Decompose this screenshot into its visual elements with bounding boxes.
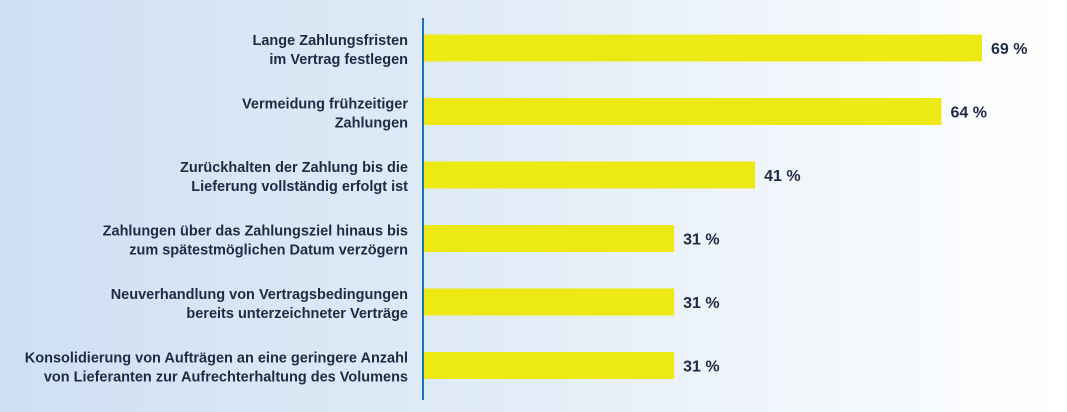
value-label-4: 31 % <box>683 232 719 249</box>
category-label-line: im Vertrag festlegen <box>269 52 408 68</box>
bar-5 <box>423 288 675 316</box>
bar-4 <box>423 225 675 252</box>
category-label-line: Lieferung vollständig erfolgt ist <box>191 179 408 195</box>
category-label-line: Konsolidierung von Aufträgen an eine ger… <box>25 351 408 367</box>
value-label-3: 41 % <box>764 168 800 185</box>
category-label-1: Lange Zahlungsfristen im Vertrag festlege… <box>253 33 409 68</box>
category-label-line: Lange Zahlungsfristen <box>253 33 409 49</box>
category-label-2: Vermeidung frühzeitiger Zahlungen <box>242 97 408 132</box>
category-label-line: Zurückhalten der Zahlung bis die <box>180 160 408 176</box>
bars-layer <box>423 34 982 379</box>
value-label-5: 31 % <box>683 295 719 312</box>
bar-3 <box>423 161 756 189</box>
category-label-4: Zahlungen über das Zahlungsziel hinaus b… <box>103 224 408 259</box>
category-label-line: Zahlungen über das Zahlungsziel hinaus b… <box>103 224 408 240</box>
category-label-5: Neuverhandlung von Vertragsbedingungen be… <box>111 287 408 322</box>
category-label-line: Zahlungen <box>335 116 408 132</box>
category-label-line: zum spätestmöglichen Datum verzögern <box>129 243 408 259</box>
value-label-1: 69 % <box>991 41 1027 58</box>
bar-1 <box>423 34 982 62</box>
value-labels: 69 % 64 % 41 % 31 % 31 % 31 % <box>683 41 1027 376</box>
category-label-6: Konsolidierung von Aufträgen an eine ger… <box>25 351 408 386</box>
category-label-line: von Lieferanten zur Aufrechterhaltung de… <box>44 370 408 386</box>
category-labels: Lange Zahlungsfristen im Vertrag festlege… <box>25 33 409 386</box>
bar-6 <box>423 352 675 379</box>
category-label-line: Neuverhandlung von Vertragsbedingungen <box>111 287 408 303</box>
value-label-6: 31 % <box>683 359 719 376</box>
category-label-line: bereits unterzeichneter Verträge <box>186 306 408 322</box>
value-label-2: 64 % <box>950 105 986 122</box>
bar-2 <box>423 98 942 125</box>
category-label-line: Vermeidung frühzeitiger <box>242 97 408 113</box>
category-label-3: Zurückhalten der Zahlung bis die Lieferun… <box>180 160 408 195</box>
